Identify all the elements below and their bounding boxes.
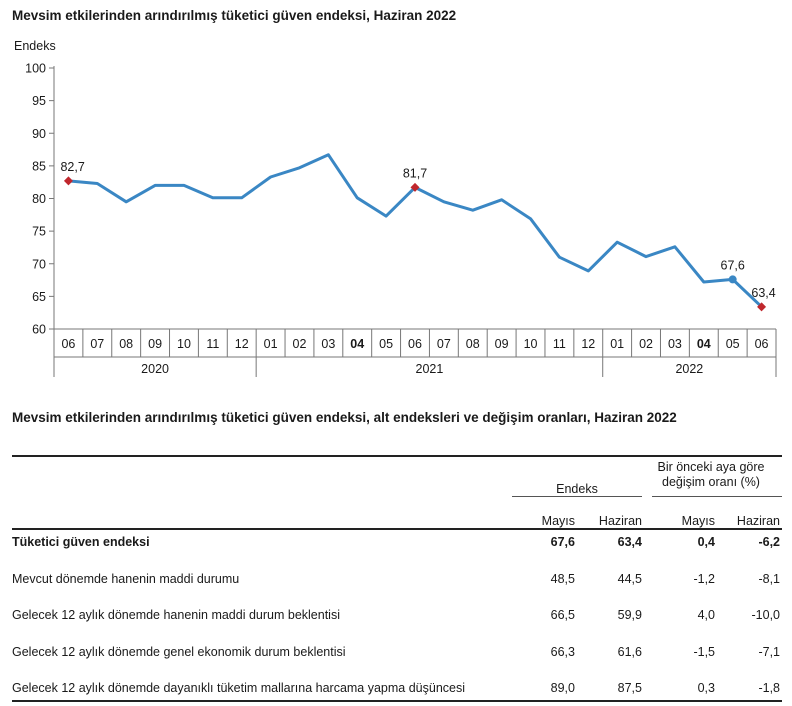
x-tick-label: 11 [553, 337, 566, 351]
x-tick-label: 12 [235, 337, 249, 351]
x-tick-label: 06 [408, 337, 422, 351]
chart-title: Mevsim etkilerinden arındırılmış tüketic… [12, 8, 457, 23]
x-tick-label: 04 [350, 337, 364, 351]
value-mayis-endeks: 66,3 [550, 645, 575, 659]
row-label: Gelecek 12 aylık dönemde dayanıklı tüket… [12, 681, 466, 695]
value-haziran-change: -7,1 [758, 645, 780, 659]
x-tick-label: 03 [668, 337, 682, 351]
header-change-line1: Bir önceki aya göre [657, 460, 765, 474]
value-mayis-endeks: 66,5 [550, 608, 575, 622]
table-row: Gelecek 12 aylık dönemde genel ekonomik … [12, 645, 782, 665]
table-bottom-rule [12, 700, 782, 702]
row-label: Mevcut dönemde hanenin maddi durumu [12, 572, 240, 586]
x-tick-label: 07 [437, 337, 451, 351]
col-haziran-endeks: Haziran [598, 514, 642, 528]
point-marker [728, 275, 737, 284]
table-row: Tüketici güven endeksi 67,6 63,4 0,4 -6,… [12, 535, 782, 555]
data-label: 81,7 [403, 166, 427, 180]
x-tick-label: 04 [697, 337, 711, 351]
value-mayis-endeks: 67,6 [550, 535, 575, 549]
value-mayis-change: 4,0 [697, 608, 715, 622]
y-tick-label: 60 [32, 323, 46, 337]
x-tick-label: 10 [177, 337, 191, 351]
y-tick-label: 65 [32, 290, 46, 304]
table-top-rule [12, 455, 782, 457]
data-label: 63,4 [751, 286, 775, 300]
table-row: Gelecek 12 aylık dönemde hanenin maddi d… [12, 608, 782, 628]
value-mayis-change: -1,2 [693, 572, 715, 586]
x-tick-label: 01 [264, 337, 278, 351]
col-mayis-change: Mayıs [681, 514, 715, 528]
x-tick-label: 05 [379, 337, 393, 351]
value-haziran-change: -8,1 [758, 572, 780, 586]
x-tick-label: 12 [581, 337, 595, 351]
value-haziran-change: -6,2 [758, 535, 780, 549]
header-change-line2: değişim oranı (%) [662, 475, 760, 489]
value-haziran-endeks: 87,5 [617, 681, 642, 695]
y-tick-label: 85 [32, 159, 46, 173]
year-label: 2020 [141, 362, 169, 376]
row-label: Tüketici güven endeksi [12, 535, 150, 549]
data-label: 82,7 [60, 160, 84, 174]
y-tick-label: 95 [32, 94, 46, 108]
value-mayis-endeks: 48,5 [550, 572, 575, 586]
table-title: Mevsim etkilerinden arındırılmış tüketic… [12, 410, 677, 425]
x-tick-label: 07 [90, 337, 104, 351]
value-haziran-endeks: 61,6 [617, 645, 642, 659]
value-haziran-endeks: 63,4 [617, 535, 642, 549]
year-label: 2021 [416, 362, 444, 376]
y-tick-label: 100 [25, 62, 46, 76]
value-mayis-change: 0,4 [697, 535, 715, 549]
value-haziran-change: -10,0 [751, 608, 781, 622]
value-haziran-endeks: 44,5 [617, 572, 642, 586]
col-haziran-change: Haziran [736, 514, 780, 528]
x-tick-label: 08 [119, 337, 133, 351]
x-tick-label: 02 [293, 337, 307, 351]
value-mayis-change: 0,3 [697, 681, 715, 695]
x-tick-label: 01 [610, 337, 624, 351]
data-label: 67,6 [721, 258, 745, 272]
y-tick-label: 75 [32, 225, 46, 239]
group-rule-endeks [512, 496, 642, 497]
point-marker [757, 302, 767, 312]
x-tick-label: 09 [495, 337, 509, 351]
y-tick-label: 80 [32, 192, 46, 206]
value-haziran-change: -1,8 [758, 681, 780, 695]
x-tick-label: 03 [321, 337, 335, 351]
value-haziran-endeks: 59,9 [617, 608, 642, 622]
point-marker [63, 176, 73, 186]
x-tick-label: 05 [726, 337, 740, 351]
table-row: Gelecek 12 aylık dönemde dayanıklı tüket… [12, 681, 782, 701]
value-mayis-endeks: 89,0 [550, 681, 575, 695]
x-tick-label: 06 [61, 337, 75, 351]
y-tick-label: 90 [32, 127, 46, 141]
x-tick-label: 06 [755, 337, 769, 351]
line-chart: Endeks 60 65 70 75 80 85 90 95 100 06 07 08 09 10 11 12 0… [14, 39, 777, 377]
row-label: Gelecek 12 aylık dönemde genel ekonomik … [12, 645, 346, 659]
header-change: Bir önceki aya göre değişim oranı (%) [640, 460, 782, 490]
col-mayis-endeks: Mayıs [541, 514, 575, 528]
table-header-rule [12, 528, 782, 530]
point-marker [410, 182, 420, 192]
row-label: Gelecek 12 aylık dönemde hanenin maddi d… [12, 608, 340, 622]
x-tick-label: 11 [206, 337, 219, 351]
table-row: Mevcut dönemde hanenin maddi durumu 48,5… [12, 572, 782, 592]
y-axis-label: Endeks [14, 39, 56, 53]
x-tick-label: 02 [639, 337, 653, 351]
y-tick-label: 70 [32, 257, 46, 271]
value-mayis-change: -1,5 [693, 645, 715, 659]
x-tick-label: 09 [148, 337, 162, 351]
x-tick-label: 10 [524, 337, 538, 351]
year-label: 2022 [675, 362, 703, 376]
x-tick-label: 08 [466, 337, 480, 351]
group-rule-change [652, 496, 782, 497]
header-endeks: Endeks [556, 482, 598, 496]
